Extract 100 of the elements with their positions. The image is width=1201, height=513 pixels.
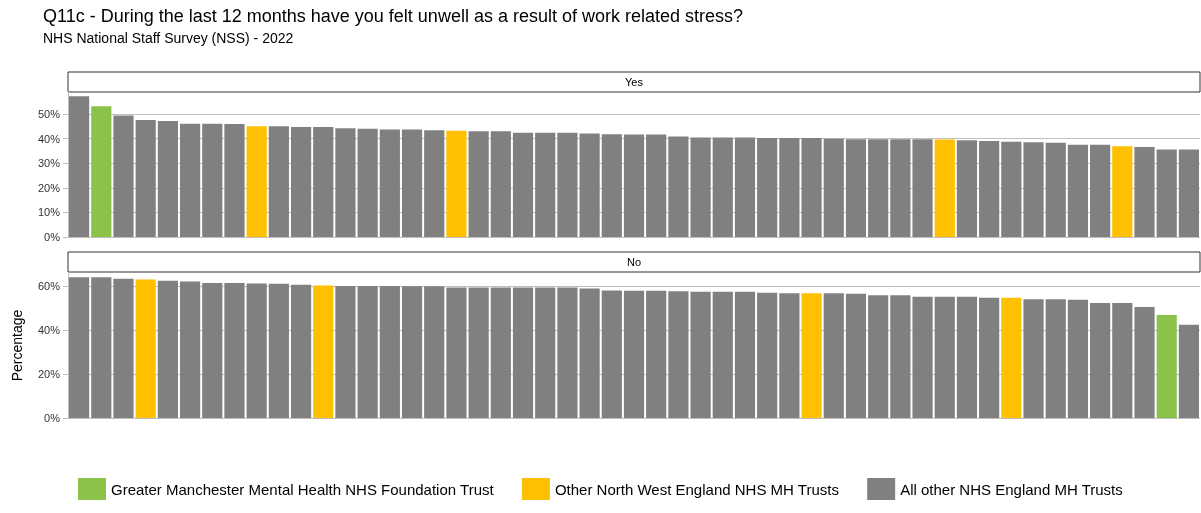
- bar: [734, 137, 756, 237]
- y-tick-label: 30%: [37, 157, 61, 170]
- bar: [557, 287, 578, 418]
- bar: [424, 130, 445, 237]
- bar: [335, 285, 356, 418]
- bar: [823, 138, 844, 237]
- y-tick-label: 0%: [44, 412, 61, 424]
- bar: [779, 137, 800, 237]
- bar: [113, 115, 134, 237]
- bar: [268, 283, 289, 418]
- bar: [623, 290, 645, 418]
- bar: [246, 283, 267, 418]
- bar: [490, 131, 511, 237]
- bar: [246, 126, 267, 237]
- bar: [579, 288, 600, 418]
- bar: [202, 123, 223, 237]
- bar: [601, 290, 622, 418]
- bar: [357, 285, 378, 418]
- bar: [801, 293, 822, 418]
- bar: [424, 286, 445, 418]
- bar: [668, 136, 689, 237]
- y-tick-label: 10%: [37, 206, 61, 219]
- bar: [446, 287, 467, 418]
- bar: [934, 139, 955, 237]
- bar: [1178, 324, 1199, 418]
- chart-title: Q11c - During the last 12 months have you felt unwell as a result of work related stress?: [43, 6, 744, 26]
- text: No: [626, 256, 642, 268]
- bar: [446, 130, 467, 237]
- bar: [1023, 142, 1044, 237]
- bar: [690, 137, 711, 237]
- bar: [69, 96, 90, 237]
- bar: [579, 133, 600, 237]
- bar: [224, 123, 245, 237]
- y-tick-label: 40%: [37, 324, 61, 337]
- bar: [912, 296, 933, 418]
- bar: [623, 134, 645, 237]
- bar: [135, 120, 156, 237]
- bar: [1156, 149, 1177, 237]
- bar: [379, 129, 400, 237]
- bar: [401, 286, 423, 418]
- y-tick-label: 20%: [37, 368, 61, 381]
- bar: [956, 296, 978, 418]
- bar: [890, 295, 911, 418]
- bar: [179, 281, 201, 418]
- legend-label: Other North West England NHS MH Trusts: [554, 480, 839, 498]
- y-axis-title: Percentage: [9, 309, 25, 382]
- bar: [757, 292, 778, 418]
- bar: [157, 121, 178, 237]
- bar: [535, 132, 556, 237]
- bar: [179, 123, 201, 237]
- bar: [868, 139, 889, 237]
- bar: [1001, 297, 1022, 418]
- bar: [1023, 299, 1044, 418]
- bar: [646, 290, 667, 418]
- bar: [535, 287, 556, 418]
- bar: [468, 131, 489, 237]
- bar: [601, 134, 622, 237]
- bar: [512, 132, 534, 237]
- bar: [956, 140, 978, 237]
- bar: [379, 285, 400, 418]
- bar: [357, 128, 378, 237]
- bar: [401, 129, 423, 237]
- y-tick-label: 40%: [37, 132, 61, 145]
- bar: [979, 140, 1000, 237]
- bar: [1001, 141, 1022, 237]
- bar: [801, 137, 822, 237]
- bar: [757, 137, 778, 237]
- bar: [1045, 299, 1066, 418]
- y-tick-label: 20%: [37, 181, 61, 194]
- bar: [91, 277, 112, 418]
- bar: [268, 126, 289, 237]
- bar: [1134, 147, 1155, 237]
- bar: [1090, 144, 1111, 237]
- text: Yes: [625, 76, 644, 88]
- bar: [313, 285, 334, 418]
- bar: [202, 283, 223, 418]
- bar: [845, 293, 867, 418]
- y-tick-label: 60%: [37, 280, 61, 293]
- bar: [91, 106, 112, 237]
- bar: [868, 295, 889, 418]
- bar: [1067, 299, 1089, 418]
- bar: [512, 287, 534, 418]
- bar: [157, 280, 178, 418]
- bar: [135, 279, 156, 418]
- bar: [823, 293, 844, 418]
- y-tick-label: 0%: [44, 231, 61, 243]
- bar: [1112, 146, 1133, 237]
- bar: [690, 291, 711, 418]
- bar: [557, 132, 578, 237]
- bar: [290, 284, 312, 418]
- bar: [224, 283, 245, 418]
- chart-subtitle: NHS National Staff Survey (NSS) - 2022: [43, 30, 294, 46]
- bar: [1045, 142, 1066, 237]
- bar: [335, 128, 356, 237]
- bar: [490, 287, 511, 418]
- bar: [290, 126, 312, 237]
- bar: [313, 126, 334, 237]
- bar: [1112, 302, 1133, 418]
- y-tick-label: 50%: [37, 108, 61, 121]
- bar: [890, 139, 911, 237]
